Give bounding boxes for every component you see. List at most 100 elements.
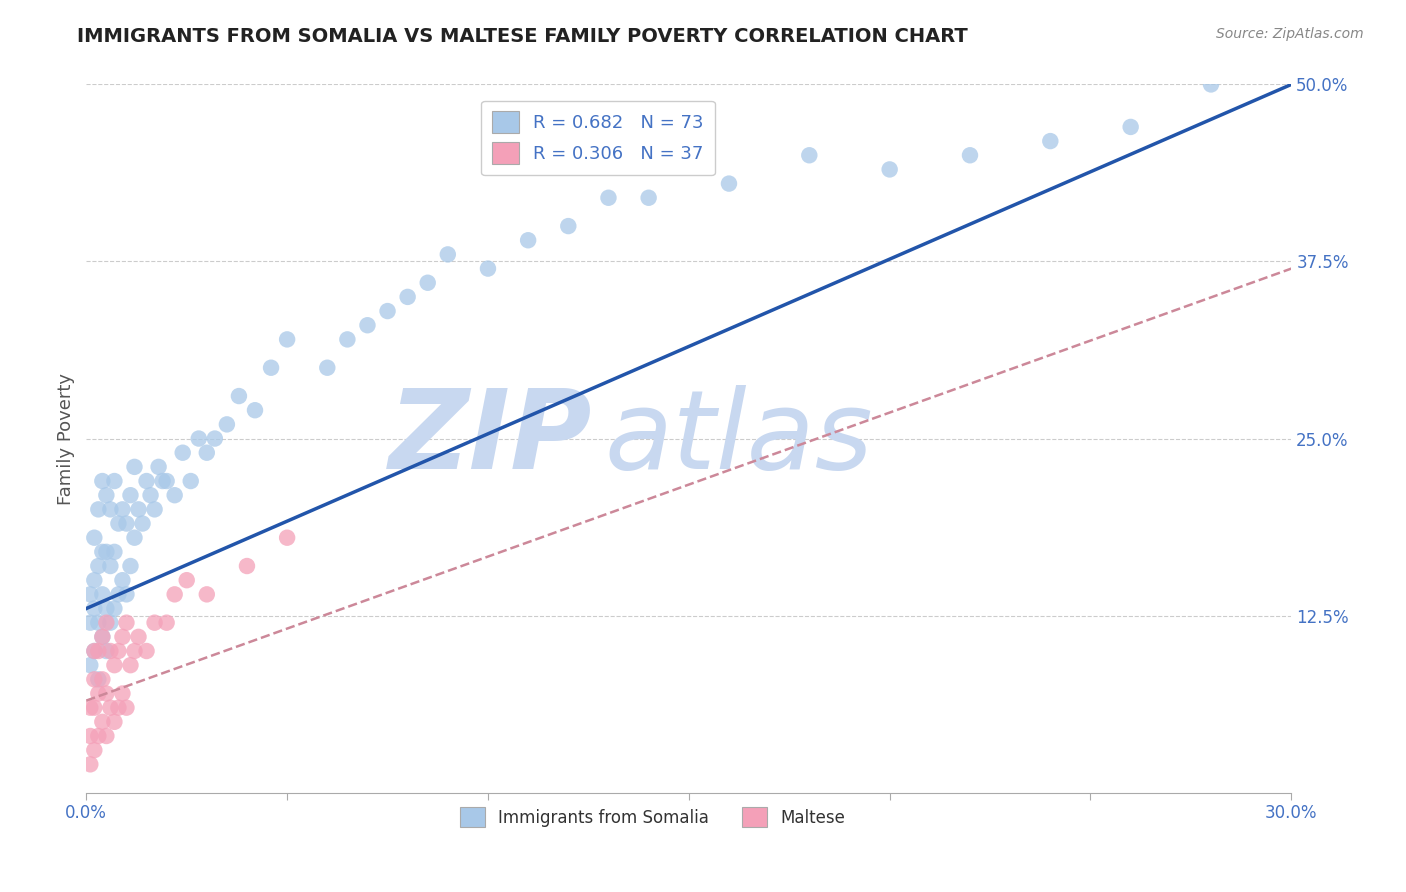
Point [124, 644, 146, 658]
Point [103, 545, 125, 559]
Point [879, 162, 901, 177]
Point [107, 516, 129, 531]
Point [228, 389, 250, 403]
Point [163, 488, 186, 502]
Point [124, 459, 146, 474]
Point [187, 432, 209, 446]
Point [131, 516, 153, 531]
Point [83, 673, 105, 687]
Point [87, 673, 110, 687]
Point [276, 531, 298, 545]
Point [156, 615, 179, 630]
Point [79, 587, 101, 601]
Point [83, 644, 105, 658]
Point [83, 743, 105, 757]
Point [91, 587, 114, 601]
Point [83, 644, 105, 658]
Point [204, 432, 226, 446]
Point [477, 261, 499, 276]
Point [959, 148, 981, 162]
Point [107, 700, 129, 714]
Point [91, 474, 114, 488]
Point [128, 630, 150, 644]
Point [336, 332, 359, 346]
Text: IMMIGRANTS FROM SOMALIA VS MALTESE FAMILY POVERTY CORRELATION CHART: IMMIGRANTS FROM SOMALIA VS MALTESE FAMIL… [77, 27, 969, 45]
Point [91, 545, 114, 559]
Point [135, 644, 157, 658]
Point [276, 332, 298, 346]
Point [91, 630, 114, 644]
Point [260, 360, 283, 375]
Point [83, 573, 105, 587]
Point [598, 191, 620, 205]
Point [79, 700, 101, 714]
Point [115, 587, 138, 601]
Point [96, 545, 118, 559]
Point [87, 502, 110, 516]
Point [120, 658, 142, 673]
Point [316, 360, 339, 375]
Point [111, 502, 134, 516]
Point [195, 587, 218, 601]
Point [79, 615, 101, 630]
Point [79, 658, 101, 673]
Y-axis label: Family Poverty: Family Poverty [58, 373, 75, 505]
Point [100, 559, 122, 574]
Point [96, 644, 118, 658]
Point [120, 488, 142, 502]
Point [96, 488, 118, 502]
Text: atlas: atlas [605, 385, 873, 492]
Point [236, 559, 259, 574]
Point [115, 615, 138, 630]
Point [100, 615, 122, 630]
Point [156, 474, 179, 488]
Point [436, 247, 458, 261]
Point [91, 673, 114, 687]
Point [87, 644, 110, 658]
Point [377, 304, 399, 318]
Point [356, 318, 378, 333]
Point [215, 417, 238, 432]
Point [180, 474, 202, 488]
Point [100, 502, 122, 516]
Point [1119, 120, 1142, 134]
Point [96, 729, 118, 743]
Point [103, 714, 125, 729]
Point [103, 658, 125, 673]
Point [96, 615, 118, 630]
Point [176, 573, 198, 587]
Point [243, 403, 266, 417]
Point [79, 729, 101, 743]
Point [163, 587, 186, 601]
Point [107, 644, 129, 658]
Point [557, 219, 579, 233]
Point [100, 700, 122, 714]
Point [115, 516, 138, 531]
Point [87, 686, 110, 700]
Point [1199, 78, 1222, 92]
Point [79, 757, 101, 772]
Point [103, 601, 125, 615]
Point [1039, 134, 1062, 148]
Point [195, 446, 218, 460]
Point [83, 700, 105, 714]
Point [96, 686, 118, 700]
Point [111, 573, 134, 587]
Point [717, 177, 740, 191]
Point [111, 630, 134, 644]
Point [143, 615, 166, 630]
Point [143, 502, 166, 516]
Point [83, 531, 105, 545]
Text: Source: ZipAtlas.com: Source: ZipAtlas.com [1216, 27, 1364, 41]
Point [83, 601, 105, 615]
Point [87, 559, 110, 574]
Point [148, 459, 170, 474]
Point [124, 531, 146, 545]
Point [91, 714, 114, 729]
Point [96, 601, 118, 615]
Point [120, 559, 142, 574]
Point [111, 686, 134, 700]
Point [87, 729, 110, 743]
Point [139, 488, 162, 502]
Point [91, 630, 114, 644]
